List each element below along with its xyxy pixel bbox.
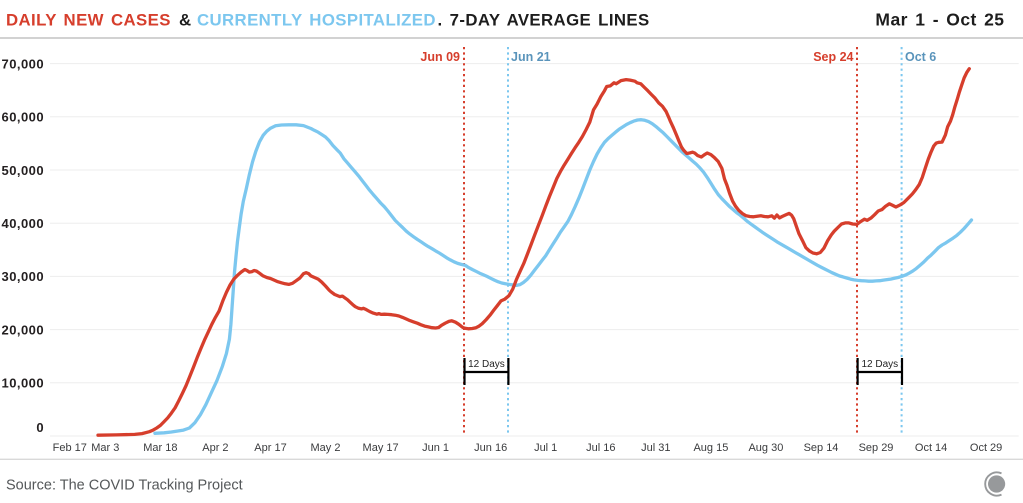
- svg-text:12 Days: 12 Days: [468, 359, 505, 370]
- svg-text:Jul 1: Jul 1: [534, 442, 557, 454]
- svg-text:Mar 1 - Oct 25: Mar 1 - Oct 25: [875, 10, 1004, 30]
- svg-text:Jun 16: Jun 16: [474, 442, 507, 454]
- svg-text:May 17: May 17: [363, 442, 399, 454]
- svg-text:Apr 2: Apr 2: [202, 442, 228, 454]
- svg-text:Feb 17: Feb 17: [53, 442, 87, 454]
- svg-text:Apr 17: Apr 17: [254, 442, 286, 454]
- svg-text:Mar 18: Mar 18: [143, 442, 177, 454]
- svg-text:Oct 6: Oct 6: [905, 50, 936, 64]
- svg-text:May 2: May 2: [311, 442, 341, 454]
- svg-text:Source: The COVID Tracking Pro: Source: The COVID Tracking Project: [6, 477, 243, 493]
- svg-text:&: &: [179, 11, 192, 30]
- svg-text:Aug 30: Aug 30: [748, 442, 783, 454]
- svg-text:20,000: 20,000: [2, 322, 44, 337]
- svg-text:Jun 09: Jun 09: [420, 50, 460, 64]
- svg-text:CURRENTLY HOSPITALIZED: CURRENTLY HOSPITALIZED: [197, 11, 436, 30]
- svg-text:0: 0: [36, 420, 44, 435]
- svg-text:Jun 1: Jun 1: [422, 442, 449, 454]
- svg-text:DAILY NEW CASES: DAILY NEW CASES: [6, 11, 171, 30]
- svg-text:60,000: 60,000: [2, 110, 44, 125]
- svg-text:30,000: 30,000: [2, 269, 44, 284]
- svg-text:Sep 24: Sep 24: [813, 50, 853, 64]
- svg-text:70,000: 70,000: [2, 56, 44, 71]
- svg-text:Sep 14: Sep 14: [804, 442, 839, 454]
- svg-text:Mar 3: Mar 3: [91, 442, 119, 454]
- svg-text:Jul 31: Jul 31: [641, 442, 670, 454]
- svg-text:50,000: 50,000: [2, 163, 44, 178]
- svg-text:Jul 16: Jul 16: [586, 442, 615, 454]
- svg-text:40,000: 40,000: [2, 216, 44, 231]
- svg-text:Oct 29: Oct 29: [970, 442, 1002, 454]
- svg-text:Oct 14: Oct 14: [915, 442, 947, 454]
- svg-text:10,000: 10,000: [2, 376, 44, 391]
- svg-text:Aug 15: Aug 15: [693, 442, 728, 454]
- svg-text:Sep 29: Sep 29: [859, 442, 894, 454]
- svg-text:12 Days: 12 Days: [861, 359, 898, 370]
- svg-text:. 7-DAY AVERAGE LINES: . 7-DAY AVERAGE LINES: [438, 11, 650, 30]
- svg-text:Jun 21: Jun 21: [511, 50, 551, 64]
